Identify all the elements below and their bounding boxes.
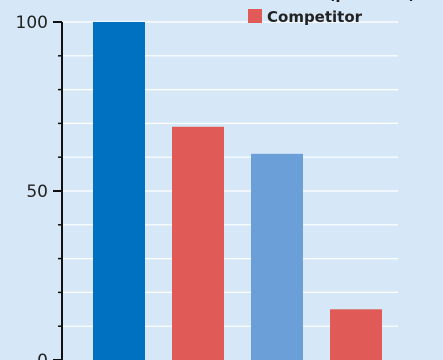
legend-label: Competitor: [267, 8, 363, 26]
y-axis: 0 50 100: [16, 13, 63, 360]
legend-swatch: [248, 9, 262, 23]
bar: [251, 153, 303, 360]
legend-label: P-finer (previous): [267, 0, 415, 3]
bar: [330, 309, 382, 360]
legend: P-finer (previous) Competitor: [248, 0, 415, 26]
y-tick-label: 100: [16, 13, 48, 33]
y-tick-label: 50: [26, 182, 48, 202]
y-tick-label: 0: [37, 351, 48, 360]
bar: [172, 126, 224, 360]
bar: [93, 22, 145, 360]
bars: [93, 22, 382, 360]
